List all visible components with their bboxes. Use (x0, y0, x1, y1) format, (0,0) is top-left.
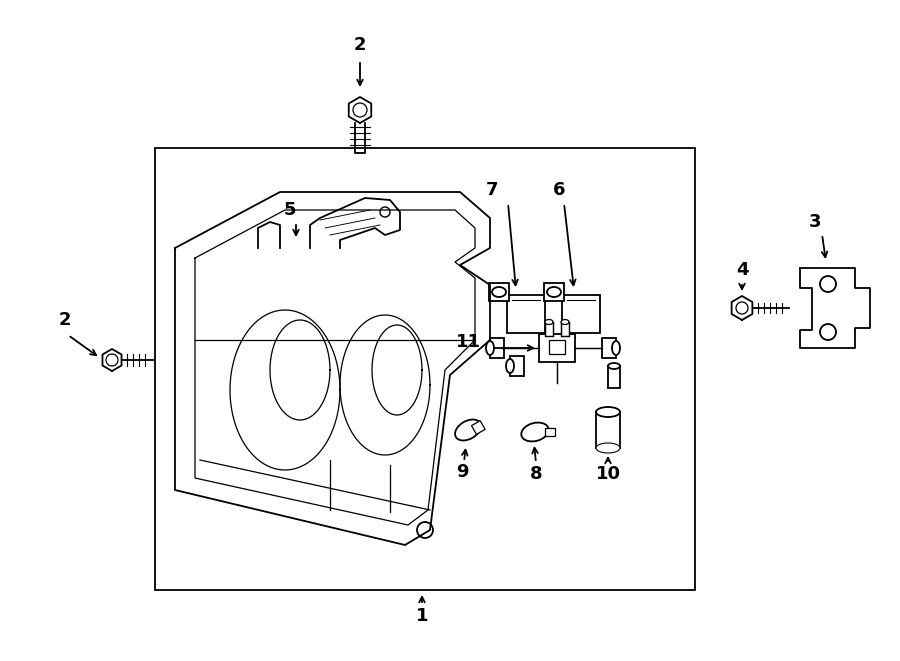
Bar (608, 366, 620, 388)
Ellipse shape (596, 443, 620, 453)
Ellipse shape (545, 319, 553, 325)
Ellipse shape (547, 287, 561, 297)
Text: 8: 8 (530, 465, 543, 483)
Ellipse shape (506, 359, 514, 373)
Ellipse shape (486, 341, 494, 355)
Ellipse shape (521, 422, 549, 442)
Bar (545, 322, 553, 336)
Bar (507, 295, 545, 333)
Text: 10: 10 (596, 465, 620, 483)
Bar (155, 148, 695, 590)
Ellipse shape (596, 407, 620, 417)
Ellipse shape (561, 319, 569, 325)
Bar (561, 322, 569, 336)
Text: 11: 11 (455, 333, 481, 351)
Bar (510, 356, 524, 376)
Bar (562, 295, 600, 333)
Bar (549, 340, 565, 354)
Bar (472, 420, 485, 434)
Bar (490, 338, 504, 358)
Text: 3: 3 (809, 213, 821, 231)
Ellipse shape (492, 287, 506, 297)
Bar (539, 334, 575, 362)
Bar (596, 412, 620, 448)
Bar (602, 338, 616, 358)
Text: 6: 6 (553, 181, 565, 199)
Ellipse shape (455, 420, 481, 440)
Text: 2: 2 (58, 311, 71, 329)
Bar (545, 428, 555, 436)
Bar (544, 283, 564, 301)
Text: 1: 1 (416, 607, 428, 625)
Ellipse shape (612, 341, 620, 355)
Text: 7: 7 (486, 181, 499, 199)
Text: 2: 2 (354, 36, 366, 54)
Text: 4: 4 (736, 261, 748, 279)
Text: 5: 5 (284, 201, 296, 219)
Text: 9: 9 (455, 463, 468, 481)
Ellipse shape (608, 363, 620, 369)
Bar (489, 283, 509, 301)
